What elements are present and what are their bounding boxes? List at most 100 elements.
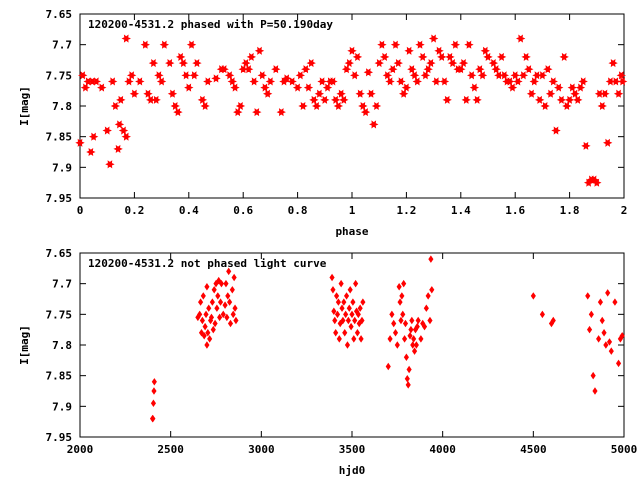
- data-point: [363, 68, 374, 77]
- data-point: [588, 310, 594, 319]
- data-point: [601, 329, 607, 337]
- data-point: [360, 108, 371, 117]
- x-tick-label: 3500: [339, 443, 366, 456]
- data-point: [219, 65, 229, 74]
- data-point: [499, 71, 510, 80]
- data-point: [156, 77, 167, 86]
- data-point: [151, 387, 157, 395]
- data-point: [135, 77, 145, 86]
- data-point: [366, 89, 376, 98]
- x-tick-label: 5000: [611, 443, 638, 456]
- data-point: [543, 65, 553, 74]
- data-point: [597, 101, 607, 111]
- data-point: [210, 325, 216, 334]
- data-point: [411, 347, 418, 355]
- data-point: [458, 59, 469, 68]
- x-tick-label: 1.2: [396, 204, 416, 217]
- data-point: [413, 341, 419, 349]
- y-tick-label: 7.65: [46, 247, 73, 260]
- data-point: [303, 83, 314, 92]
- data-point: [400, 310, 406, 319]
- data-point: [218, 279, 225, 288]
- data-point: [201, 332, 207, 340]
- data-point: [150, 399, 157, 407]
- data-point: [205, 329, 211, 337]
- data-point: [447, 59, 458, 68]
- data-point: [437, 52, 447, 61]
- y-tick-label: 7.7: [52, 278, 72, 291]
- data-point: [351, 335, 357, 343]
- data-point: [227, 298, 233, 306]
- data-point: [390, 40, 401, 49]
- data-point: [271, 65, 281, 74]
- data-point: [233, 108, 243, 117]
- data-point: [570, 89, 580, 98]
- data-point: [524, 65, 534, 74]
- y-axis-label: I[mag]: [18, 86, 31, 126]
- data-point: [371, 101, 382, 111]
- axis-ticks: 2000 2500 3000 3500 4000 4500 5000 7.65 7.7 7.75 7…: [46, 247, 638, 456]
- data-point: [387, 335, 393, 343]
- data-point: [411, 335, 417, 343]
- data-point: [391, 319, 397, 328]
- data-point: [102, 126, 112, 135]
- data-point: [203, 310, 209, 319]
- data-point: [224, 313, 230, 322]
- y-tick-label: 7.75: [46, 308, 73, 321]
- data-point: [197, 95, 208, 104]
- data-point: [472, 95, 482, 104]
- data-point: [464, 40, 474, 49]
- x-tick-label: 4500: [520, 443, 547, 456]
- data-point: [613, 89, 624, 98]
- data-point: [615, 359, 622, 368]
- data-point: [331, 307, 337, 315]
- data-point: [227, 319, 234, 328]
- data-point: [401, 83, 412, 92]
- y-tick-label: 7.9: [52, 161, 72, 174]
- data-point: [335, 298, 341, 306]
- phased-light-curve-panel: 0 0.2 0.4 0.6 0.8 1 1.2 1.4 1.6 1.8 2 7.65 7.7 7.75 7.…: [18, 8, 628, 238]
- data-point: [175, 52, 186, 61]
- y-tick-label: 7.85: [46, 131, 73, 144]
- data-point: [529, 77, 539, 86]
- data-point: [287, 77, 297, 86]
- data-point: [97, 83, 107, 92]
- data-point: [265, 77, 276, 86]
- data-point: [184, 83, 194, 92]
- data-point: [186, 40, 197, 49]
- data-point: [483, 52, 493, 61]
- data-point: [480, 46, 490, 55]
- data-point: [220, 310, 226, 319]
- data-points: [149, 255, 625, 423]
- data-point: [357, 304, 363, 312]
- data-point: [605, 77, 616, 86]
- data-point: [526, 89, 537, 98]
- data-point: [562, 101, 572, 111]
- data-point: [330, 286, 336, 294]
- data-point: [226, 267, 232, 276]
- x-tick-label: 1.6: [505, 204, 525, 217]
- data-point: [198, 298, 204, 306]
- data-point: [385, 362, 391, 371]
- data-point: [550, 316, 556, 325]
- data-point: [515, 34, 526, 43]
- data-point: [214, 304, 220, 312]
- data-point: [192, 59, 202, 68]
- data-point: [597, 298, 603, 306]
- data-point: [241, 59, 251, 68]
- data-point: [385, 77, 395, 86]
- data-point: [86, 147, 96, 157]
- data-point: [377, 40, 387, 49]
- data-point: [420, 71, 431, 80]
- data-point: [200, 101, 210, 111]
- data-point: [238, 65, 248, 74]
- data-point: [339, 304, 345, 312]
- data-point: [260, 83, 270, 92]
- data-point: [91, 77, 102, 86]
- data-point: [616, 71, 626, 80]
- data-point: [415, 316, 421, 325]
- data-point: [349, 310, 355, 319]
- data-point: [397, 298, 403, 306]
- y-axis-label: I[mag]: [18, 325, 31, 365]
